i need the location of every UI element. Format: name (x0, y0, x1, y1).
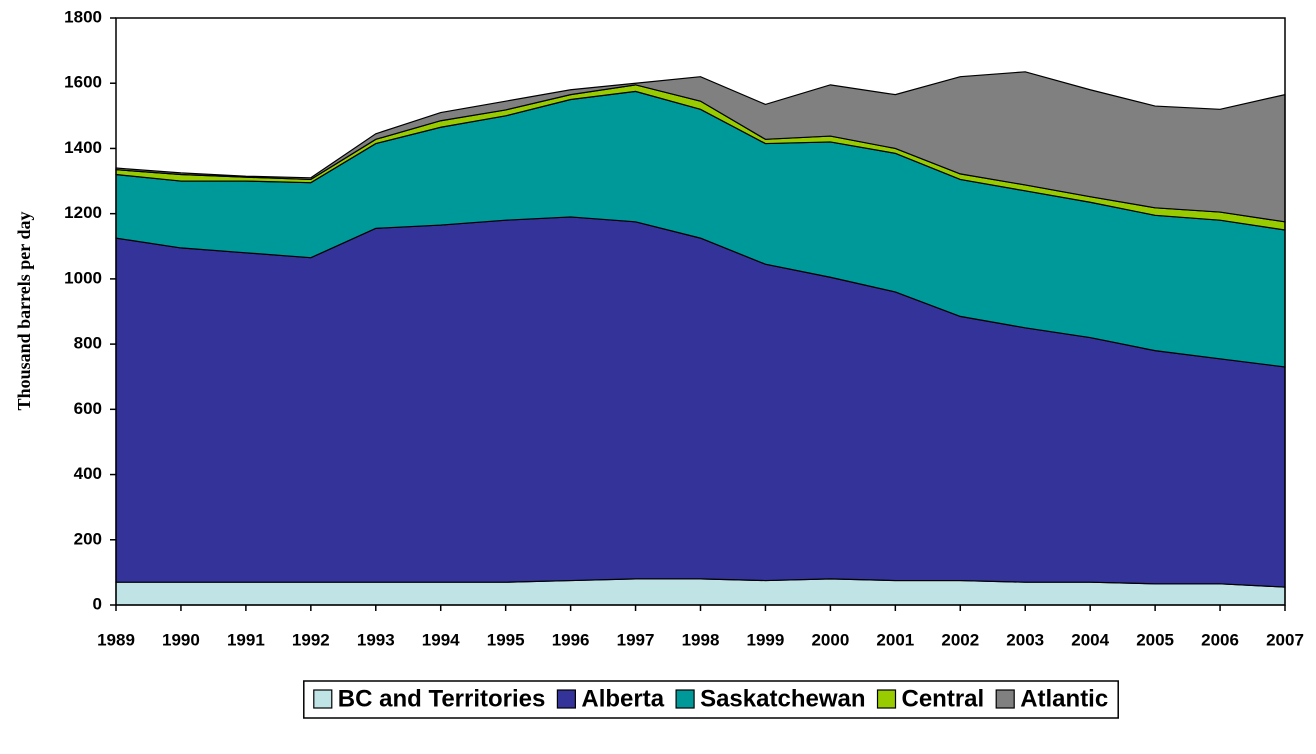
legend-swatch (313, 689, 333, 709)
legend: BC and Territories Alberta Saskatchewan Cen… (303, 680, 1119, 719)
legend-label: Atlantic (1020, 685, 1108, 712)
y-tick-label: 1600 (64, 73, 102, 92)
x-tick-label: 1990 (162, 630, 200, 649)
y-tick-label: 1400 (64, 138, 102, 157)
x-tick-label: 2002 (941, 630, 979, 649)
x-tick-label: 2006 (1201, 630, 1239, 649)
x-tick-label: 1997 (617, 630, 655, 649)
y-tick-label: 1000 (64, 268, 102, 287)
legend-label: BC and Territories (338, 685, 546, 712)
x-tick-label: 2004 (1071, 630, 1109, 649)
legend-label: Alberta (581, 685, 664, 712)
x-tick-label: 1991 (227, 630, 265, 649)
x-tick-label: 1993 (357, 630, 395, 649)
y-tick-label: 1800 (64, 7, 102, 26)
x-tick-label: 2003 (1006, 630, 1044, 649)
x-tick-label: 1999 (747, 630, 785, 649)
legend-swatch (995, 689, 1015, 709)
legend-box (303, 680, 1119, 719)
legend-label: Saskatchewan (700, 685, 865, 712)
y-axis-label: Thousand barrels per day (14, 212, 34, 411)
legend-swatch (876, 689, 897, 709)
x-tick-label: 1998 (682, 630, 720, 649)
y-tick-label: 400 (74, 464, 102, 483)
x-tick-label: 2000 (811, 630, 849, 649)
y-tick-label: 0 (93, 594, 102, 613)
y-tick-label: 800 (74, 334, 102, 353)
x-tick-label: 2001 (876, 630, 914, 649)
y-tick-label: 600 (74, 399, 102, 418)
y-tick-label: 1200 (64, 203, 102, 222)
legend-label: Central (902, 685, 985, 712)
legend-swatch (556, 689, 576, 709)
x-tick-label: 1989 (97, 630, 135, 649)
x-tick-label: 2007 (1266, 630, 1304, 649)
x-tick-label: 1995 (487, 630, 525, 649)
x-tick-label: 1996 (552, 630, 590, 649)
x-tick-label: 2005 (1136, 630, 1174, 649)
y-tick-label: 200 (74, 529, 102, 548)
x-tick-label: 1994 (422, 630, 460, 649)
legend-swatch (675, 689, 695, 709)
x-tick-label: 1992 (292, 630, 330, 649)
